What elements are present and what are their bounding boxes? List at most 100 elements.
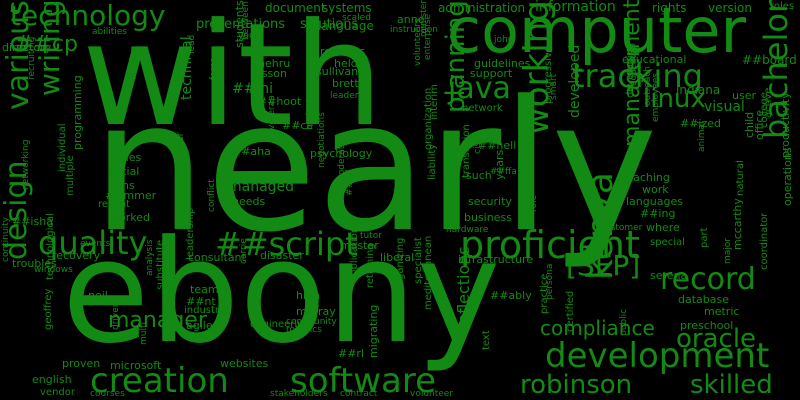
cloud-word: educational (622, 53, 687, 66)
cloud-word: compliance (540, 316, 655, 340)
cloud-word: mccarthy (731, 198, 744, 250)
cloud-word: ##ized (680, 117, 722, 130)
cloud-word: master (340, 239, 379, 252)
cloud-word: ##ffa (490, 167, 517, 177)
cloud-word: liberal (380, 251, 415, 264)
cloud-word: major (723, 238, 733, 264)
cloud-word: reflections (454, 246, 473, 330)
cloud-word: security (468, 195, 512, 208)
cloud-word: database (678, 293, 729, 306)
cloud-word: murray (296, 305, 336, 318)
cloud-word: neil (88, 289, 108, 302)
cloud-word: consultant (188, 251, 246, 264)
cloud-word: conflict (207, 179, 217, 212)
cloud-word: ebony (62, 210, 501, 375)
cloud-word: recruiting (27, 36, 37, 80)
cloud-word: nehru (258, 57, 291, 70)
cloud-word: programming (71, 75, 84, 150)
cloud-word: continuity (1, 217, 11, 262)
cloud-word: operations (781, 147, 794, 206)
cloud-word: managed (228, 179, 295, 195)
cloud-word: practice (539, 273, 550, 314)
cloud-word: software (290, 361, 437, 400)
cloud-word: analysis (145, 239, 155, 276)
cloud-word: metric (704, 305, 740, 318)
cloud-word: role (529, 194, 539, 212)
cloud-word: technological (45, 213, 56, 280)
cloud-word: ##mmer (105, 189, 157, 202)
cloud-word: planning (441, 0, 471, 113)
cloud-word: social (108, 165, 140, 178)
cloud-word: text (481, 330, 492, 350)
cloud-word: rights (652, 1, 687, 15)
cloud-word: liability (427, 143, 438, 180)
cloud-word: team (190, 283, 219, 296)
cloud-word: skilled (690, 370, 773, 400)
cloud-word: presentations (196, 17, 286, 32)
cloud-word: smart (549, 73, 559, 100)
cloud-word: windows (34, 265, 73, 275)
cloud-word: ##cp (15, 32, 78, 57)
cloud-word: high (296, 289, 320, 302)
cloud-word: natural (735, 160, 746, 196)
cloud-word: educator (629, 45, 639, 86)
cloud-word: events (80, 239, 111, 249)
cloud-word: solutions (300, 17, 359, 32)
cloud-word: disaster (260, 249, 304, 262)
cloud-word: ##ably (490, 289, 532, 302)
cloud-word: substitute (155, 239, 166, 290)
cloud-word: industry (184, 305, 225, 316)
cloud-word: anne (397, 13, 425, 26)
cloud-word: ##ce (282, 119, 314, 132)
cloud-word: community (286, 317, 337, 327)
cloud-word: user (732, 89, 756, 102)
cloud-word: entrepreneur (175, 132, 186, 198)
cloud-word: ##ful (345, 169, 355, 196)
cloud-word: websites (220, 357, 269, 370)
cloud-word: contract (340, 389, 378, 399)
cloud-word: technology (10, 0, 166, 32)
cloud-word: ##nell (478, 139, 517, 152)
cloud-word: retaining (365, 243, 376, 288)
cloud-word: animal (697, 121, 707, 152)
cloud-word: roles (770, 1, 795, 12)
cloud-word: ##mi (232, 81, 273, 97)
cloud-word: java (448, 71, 511, 106)
cloud-word: english (32, 373, 72, 386)
cloud-word: scaled (342, 13, 371, 23)
cloud-word: individual (57, 123, 68, 172)
cloud-word: worked (110, 211, 150, 224)
cloud-word: translation (461, 124, 472, 178)
cloud-word: recovery (52, 249, 101, 262)
cloud-word: robotics (286, 325, 322, 335)
cloud-word: version (708, 1, 752, 15)
cloud-word: such (466, 169, 492, 182)
cloud-word: vendor (40, 387, 75, 398)
cloud-word: where (646, 221, 680, 234)
cloud-word: robinson (520, 370, 633, 400)
cloud-word: carrie (239, 238, 249, 264)
cloud-word: developed (567, 44, 583, 118)
cloud-word: youth (238, 31, 264, 41)
cloud-word: ##isha (12, 215, 53, 228)
cloud-word: agile (186, 319, 213, 332)
cloud-word: troubles (12, 257, 57, 270)
cloud-word: proficient (460, 223, 640, 267)
cloud-word: development (545, 336, 770, 376)
cloud-word: tutor (360, 231, 382, 241)
cloud-word: languages (626, 195, 683, 208)
cloud-word: leader (330, 91, 359, 101)
cloud-word: document (265, 1, 326, 15)
cloud-word: multi (139, 321, 149, 345)
cloud-word: negotiations (317, 112, 327, 168)
cloud-word: migrating (367, 304, 380, 358)
cloud-word: infrastructure (458, 253, 534, 266)
cloud-word: force (209, 57, 219, 80)
cloud-word: lead (187, 34, 197, 54)
cloud-word: leadership (185, 207, 196, 260)
cloud-word: geoffrey (43, 288, 54, 330)
cloud-word: language (318, 19, 374, 33)
cloud-word: oracle (676, 324, 757, 354)
cloud-word: driven (111, 301, 121, 330)
cloud-word: support (470, 67, 513, 80)
